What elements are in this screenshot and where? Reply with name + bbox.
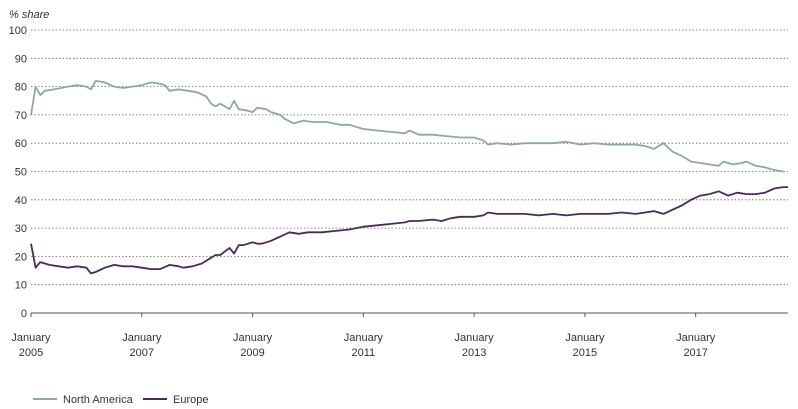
gridlines	[31, 30, 788, 313]
x-tick-label-year: 2011	[352, 347, 376, 359]
series-line-north-america	[31, 81, 783, 172]
y-tick-label: 20	[15, 251, 27, 263]
y-tick-labels: 0 10 20 30 40 50 60 70 80 90 100	[9, 25, 27, 320]
x-tick-label-month: January	[233, 332, 273, 344]
legend-label: North America	[63, 394, 134, 406]
y-tick-label: 40	[15, 195, 27, 207]
y-tick-label: 0	[21, 308, 27, 320]
x-tick-label-year: 2017	[683, 347, 707, 359]
y-tick-label: 10	[15, 280, 27, 292]
x-tick-label-year: 2005	[19, 347, 43, 359]
y-tick-label: 50	[15, 167, 27, 179]
x-tick-label-year: 2013	[462, 347, 486, 359]
x-tick-label: January 2017	[676, 332, 716, 359]
x-tick-label-year: 2007	[130, 347, 154, 359]
x-tick-label: January 2005	[11, 332, 51, 359]
y-tick-label: 100	[9, 25, 27, 37]
x-tick-label-month: January	[565, 332, 605, 344]
x-tick-label: January 2015	[565, 332, 605, 359]
y-axis-label: % share	[9, 9, 49, 21]
y-tick-label: 60	[15, 138, 27, 150]
line-chart: 0102030405060708090100 January 2005Januar…	[0, 0, 798, 409]
x-tick-label-month: January	[122, 332, 162, 344]
legend-label: Europe	[173, 394, 208, 406]
x-tick-label: January 2009	[233, 332, 273, 359]
x-tick-label: January 2007	[122, 332, 162, 359]
y-tick-label: 80	[15, 82, 27, 94]
x-tick-label: January 2011	[344, 332, 384, 359]
y-tick-label: 30	[15, 223, 27, 235]
x-tick-label-year: 2015	[573, 347, 597, 359]
legend: North America Europe	[33, 394, 208, 406]
x-tick-label-month: January	[344, 332, 384, 344]
y-tick-label: 70	[15, 110, 27, 122]
y-tick-label: 90	[15, 53, 27, 65]
x-tick-label-month: January	[11, 332, 51, 344]
series-lines	[31, 81, 788, 274]
x-tick-label-month: January	[676, 332, 716, 344]
x-tick-label: January 2013	[455, 332, 495, 359]
x-tick-label-year: 2009	[240, 347, 264, 359]
x-tick-label-month: January	[455, 332, 495, 344]
